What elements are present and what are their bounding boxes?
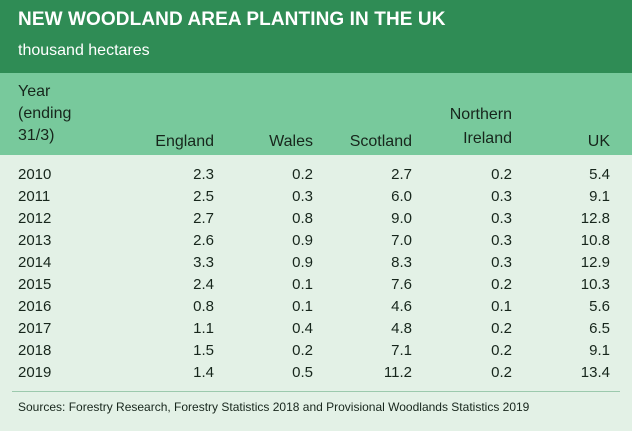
cell-england: 2.7 bbox=[193, 210, 214, 227]
cell-scotland: 2.7 bbox=[391, 166, 412, 183]
sources-note: Sources: Forestry Research, Forestry Sta… bbox=[18, 400, 530, 414]
cell-england: 1.4 bbox=[193, 364, 214, 381]
cell-wales: 0.2 bbox=[292, 166, 313, 183]
table-row: 2019 1.4 0.5 11.2 0.2 13.4 bbox=[0, 362, 632, 384]
cell-northern-ireland: 0.1 bbox=[491, 298, 512, 315]
column-header-uk: UK bbox=[587, 133, 610, 150]
cell-northern-ireland: 0.3 bbox=[491, 210, 512, 227]
cell-scotland: 7.1 bbox=[391, 342, 412, 359]
cell-uk: 10.3 bbox=[580, 276, 610, 293]
cell-scotland: 7.6 bbox=[391, 276, 412, 293]
cell-england: 2.4 bbox=[193, 276, 214, 293]
column-header-northern-ireland: Northern Ireland bbox=[450, 103, 512, 151]
cell-wales: 0.8 bbox=[292, 210, 313, 227]
column-header-year: Year (ending 31/3) bbox=[18, 81, 71, 147]
cell-scotland: 9.0 bbox=[391, 210, 412, 227]
cell-uk: 12.9 bbox=[580, 254, 610, 271]
cell-england: 2.5 bbox=[193, 188, 214, 205]
cell-wales: 0.5 bbox=[292, 364, 313, 381]
cell-wales: 0.1 bbox=[292, 276, 313, 293]
table-body: 2010 2.3 0.2 2.7 0.2 5.4 2011 2.5 0.3 6.… bbox=[0, 164, 632, 384]
cell-uk: 6.5 bbox=[589, 320, 610, 337]
cell-uk: 12.8 bbox=[580, 210, 610, 227]
table-row: 2011 2.5 0.3 6.0 0.3 9.1 bbox=[0, 186, 632, 208]
column-header-row: Year (ending 31/3) England Wales Scotlan… bbox=[0, 73, 632, 155]
table-row: 2015 2.4 0.1 7.6 0.2 10.3 bbox=[0, 274, 632, 296]
cell-wales: 0.2 bbox=[292, 342, 313, 359]
cell-scotland: 6.0 bbox=[391, 188, 412, 205]
table-row: 2010 2.3 0.2 2.7 0.2 5.4 bbox=[0, 164, 632, 186]
cell-northern-ireland: 0.2 bbox=[491, 342, 512, 359]
column-header-year-line: (ending bbox=[18, 105, 72, 122]
cell-uk: 5.6 bbox=[589, 298, 610, 315]
cell-year: 2019 bbox=[18, 364, 52, 381]
cell-year: 2012 bbox=[18, 210, 52, 227]
cell-northern-ireland: 0.3 bbox=[491, 254, 512, 271]
table-row: 2014 3.3 0.9 8.3 0.3 12.9 bbox=[0, 252, 632, 274]
cell-england: 2.6 bbox=[193, 232, 214, 249]
column-header-year-line: Year bbox=[18, 83, 51, 100]
cell-scotland: 11.2 bbox=[383, 364, 412, 381]
cell-england: 2.3 bbox=[193, 166, 214, 183]
cell-northern-ireland: 0.3 bbox=[491, 188, 512, 205]
table-row: 2017 1.1 0.4 4.8 0.2 6.5 bbox=[0, 318, 632, 340]
column-header-england: England bbox=[155, 133, 214, 150]
cell-year: 2013 bbox=[18, 232, 52, 249]
cell-year: 2017 bbox=[18, 320, 52, 337]
cell-year: 2016 bbox=[18, 298, 52, 315]
table-title: NEW WOODLAND AREA PLANTING IN THE UK bbox=[18, 9, 446, 30]
cell-england: 1.5 bbox=[193, 342, 214, 359]
cell-uk: 5.4 bbox=[589, 166, 610, 183]
table-subtitle: thousand hectares bbox=[18, 42, 150, 59]
cell-wales: 0.3 bbox=[292, 188, 313, 205]
cell-scotland: 7.0 bbox=[391, 232, 412, 249]
cell-northern-ireland: 0.2 bbox=[491, 166, 512, 183]
cell-wales: 0.9 bbox=[292, 232, 313, 249]
column-header-ni-line: Northern bbox=[449, 106, 512, 123]
column-header-wales: Wales bbox=[269, 133, 313, 150]
cell-uk: 9.1 bbox=[589, 188, 610, 205]
cell-year: 2014 bbox=[18, 254, 52, 271]
table-row: 2018 1.5 0.2 7.1 0.2 9.1 bbox=[0, 340, 632, 362]
table-row: 2013 2.6 0.9 7.0 0.3 10.8 bbox=[0, 230, 632, 252]
footer-divider bbox=[12, 391, 620, 392]
cell-northern-ireland: 0.3 bbox=[491, 232, 512, 249]
cell-year: 2010 bbox=[18, 166, 52, 183]
cell-uk: 9.1 bbox=[589, 342, 610, 359]
cell-scotland: 4.6 bbox=[391, 298, 412, 315]
cell-england: 0.8 bbox=[193, 298, 214, 315]
cell-year: 2015 bbox=[18, 276, 52, 293]
cell-scotland: 4.8 bbox=[391, 320, 412, 337]
cell-uk: 10.8 bbox=[580, 232, 610, 249]
column-header-scotland: Scotland bbox=[349, 133, 412, 150]
cell-wales: 0.4 bbox=[292, 320, 313, 337]
column-header-ni-line: Ireland bbox=[463, 130, 512, 147]
column-header-year-line: 31/3) bbox=[18, 127, 55, 144]
cell-wales: 0.1 bbox=[292, 298, 313, 315]
cell-scotland: 8.3 bbox=[391, 254, 412, 271]
cell-northern-ireland: 0.2 bbox=[491, 320, 512, 337]
table-row: 2016 0.8 0.1 4.6 0.1 5.6 bbox=[0, 296, 632, 318]
cell-year: 2018 bbox=[18, 342, 52, 359]
table-row: 2012 2.7 0.8 9.0 0.3 12.8 bbox=[0, 208, 632, 230]
cell-england: 3.3 bbox=[193, 254, 214, 271]
cell-year: 2011 bbox=[18, 188, 51, 205]
cell-northern-ireland: 0.2 bbox=[491, 364, 512, 381]
cell-northern-ireland: 0.2 bbox=[491, 276, 512, 293]
cell-wales: 0.9 bbox=[292, 254, 313, 271]
cell-england: 1.1 bbox=[193, 320, 214, 337]
title-bar: NEW WOODLAND AREA PLANTING IN THE UK tho… bbox=[0, 0, 632, 73]
cell-uk: 13.4 bbox=[580, 364, 610, 381]
